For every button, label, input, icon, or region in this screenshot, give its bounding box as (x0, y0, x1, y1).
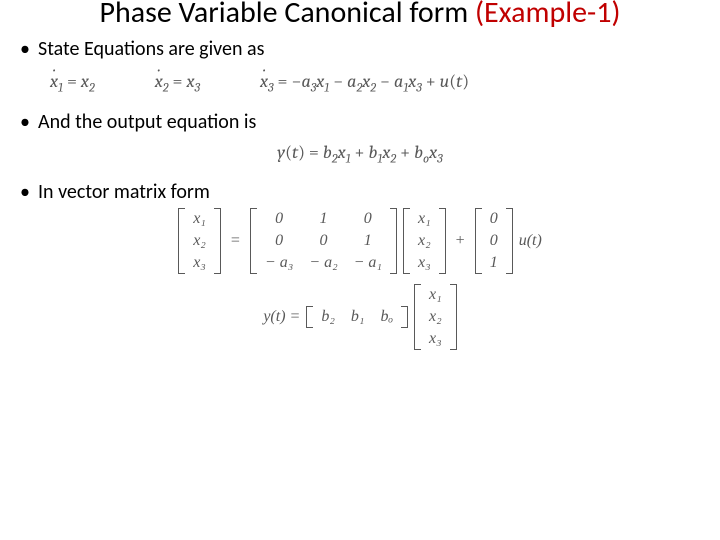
a-matrix: 010 001 − a₃− a₂− a₁ (250, 208, 397, 274)
slide-title: Phase Variable Canonical form (Example-1… (20, 0, 700, 29)
state-eq-3: x3 = −a3x1 − a2x2 − a1x3 + u(t) (260, 71, 469, 96)
state-eq-1: x1 = x2 (50, 71, 95, 96)
matrix-equations: x₁x₂x₃ = 010 001 − a₃− a₂− a₁ x₁x₂x₃ + (20, 208, 700, 350)
x-vector-2: x₁x₂x₃ (414, 284, 457, 350)
matrix-output-eq: y(t) = b₂b₁bₒ x₁x₂x₃ (263, 284, 456, 350)
equals-op: = (227, 232, 244, 250)
slide: Phase Variable Canonical form (Example-1… (0, 0, 720, 536)
b-vector: 001 (475, 208, 513, 274)
x-vector: x₁x₂x₃ (403, 208, 446, 274)
bullet-list-3: In vector matrix form (20, 180, 700, 204)
state-eq-2: x2 = x3 (155, 71, 200, 96)
bullet-list-2: And the output equation is (20, 110, 700, 134)
title-part2: (Example-1) (475, 0, 621, 31)
xdot-vector: x₁x₂x₃ (178, 208, 221, 274)
title-part1: Phase Variable Canonical form (99, 0, 474, 31)
output-equation: y(t) = b2x1 + b1x2 + box3 (20, 142, 700, 167)
plus-op: + (452, 232, 469, 250)
bullet-list: State Equations are given as (20, 37, 700, 61)
u-of-t: u(t) (519, 232, 542, 250)
bullet-1: State Equations are given as (20, 37, 700, 61)
y-lhs: y(t) = (263, 308, 300, 326)
state-equations: x1 = x2 x2 = x3 x3 = −a3x1 − a2x2 − a1x3… (20, 71, 700, 96)
matrix-state-eq: x₁x₂x₃ = 010 001 − a₃− a₂− a₁ x₁x₂x₃ + (178, 208, 542, 274)
bullet-3: In vector matrix form (20, 180, 700, 204)
c-matrix: b₂b₁bₒ (306, 306, 408, 328)
bullet-2: And the output equation is (20, 110, 700, 134)
